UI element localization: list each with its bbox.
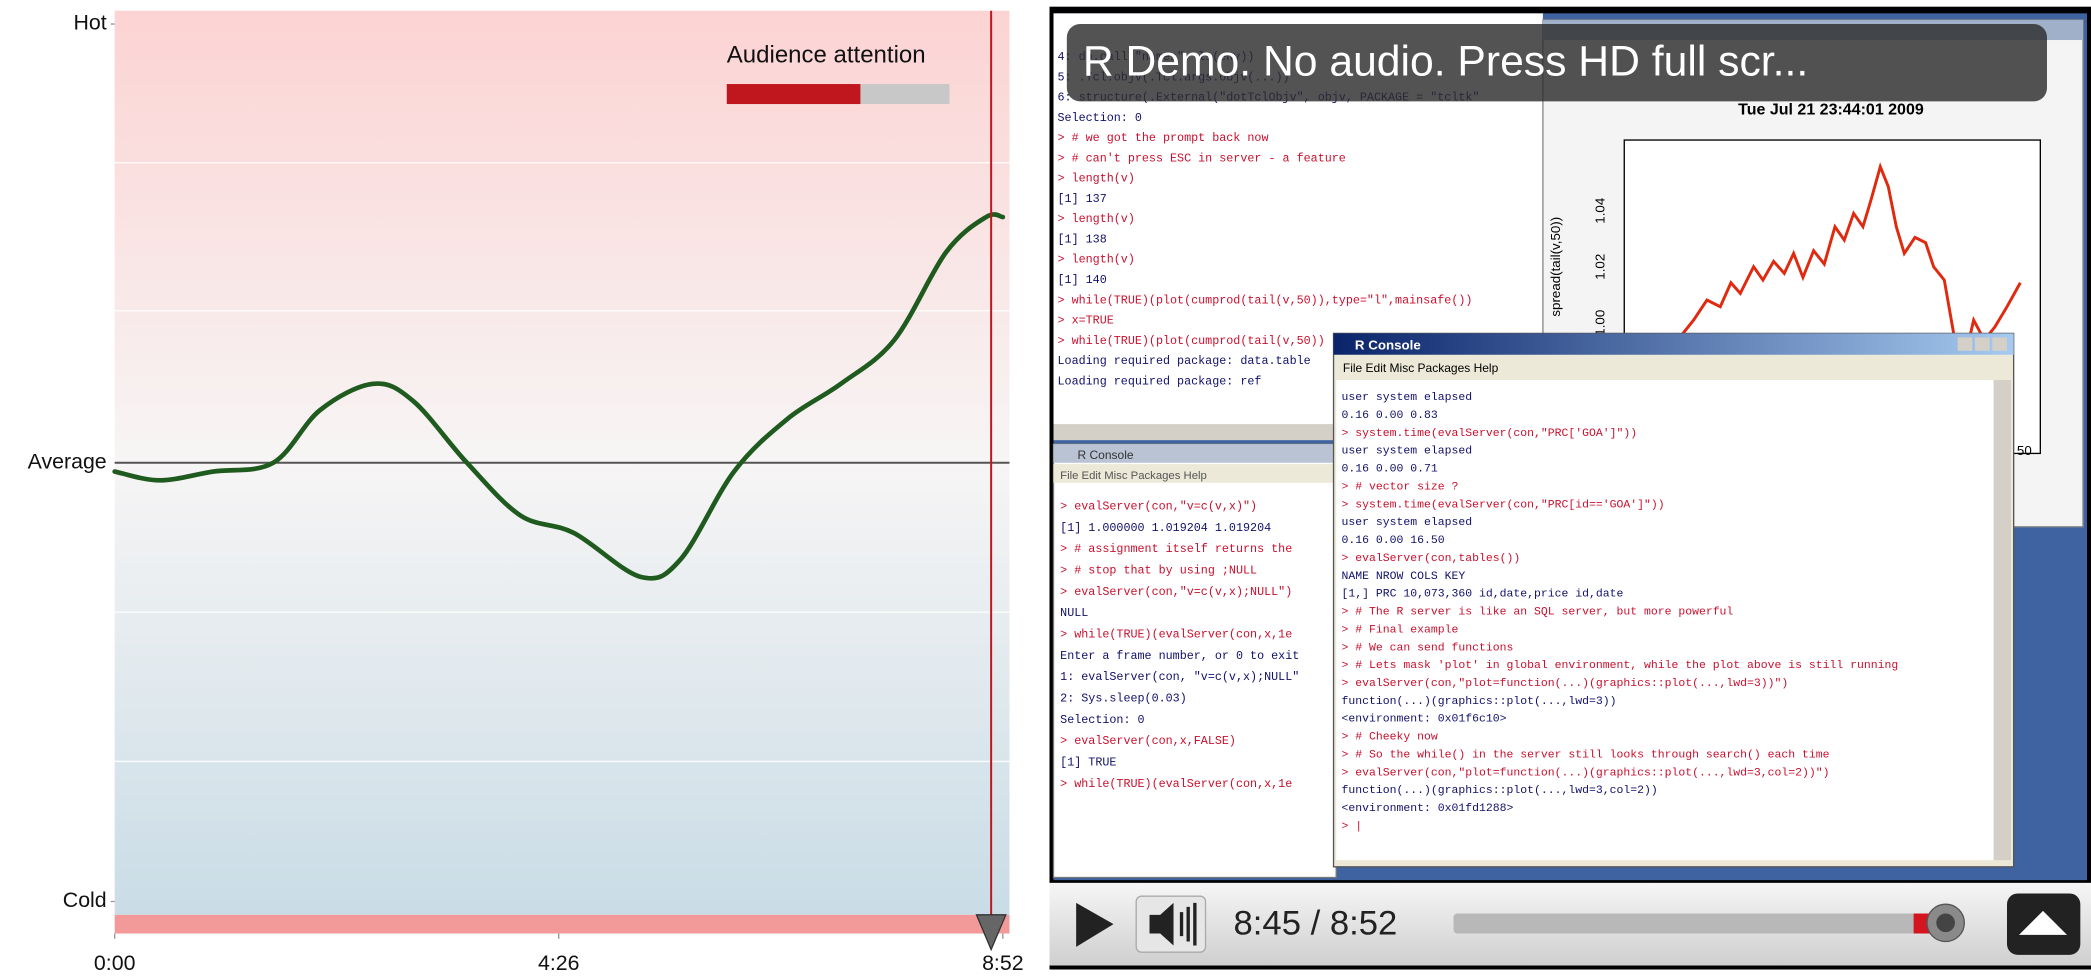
- console-line: user system elapsed: [1342, 445, 1473, 458]
- screenshot: Audience attention Cold Average Hot 0:00 4:2…: [0, 0, 2091, 977]
- console-line: Loading required package: ref: [1058, 374, 1262, 388]
- console-line: > evalServer(con,"v=c(v,x);NULL"): [1060, 585, 1292, 599]
- console-line: > while(TRUE)(evalServer(con,x,1e: [1060, 777, 1292, 791]
- console-line: > |: [1342, 820, 1363, 833]
- console-line: [1] 1.000000 1.019204 1.019204: [1060, 521, 1271, 535]
- x-tick-label: 0:00: [94, 951, 136, 975]
- console-line: user system elapsed: [1342, 516, 1473, 529]
- plot-y-label: 1.04: [1592, 197, 1607, 224]
- console-line: > evalServer(con,tables()): [1342, 552, 1521, 565]
- window-title: R Console: [1078, 448, 1134, 462]
- plot-y-label: 1.02: [1592, 254, 1607, 280]
- console-line: > x=TRUE: [1058, 314, 1114, 328]
- console-line: > # Lets mask 'plot' in global environme…: [1342, 659, 1899, 672]
- console-line: Selection: 0: [1058, 111, 1142, 125]
- console-line: > # We can send functions: [1342, 641, 1514, 654]
- time-display: 8:45 / 8:52: [1234, 905, 1398, 943]
- plot-y-axis-label: spread(tail(v,50)): [1548, 217, 1563, 317]
- volume-button[interactable]: [1136, 896, 1205, 952]
- console-line: > evalServer(con,"plot=function(...)(gra…: [1342, 677, 1789, 690]
- plot-y-label: 1.00: [1592, 310, 1607, 336]
- y-tick-label: Hot: [73, 11, 106, 35]
- console-line: NAME NROW COLS KEY: [1342, 570, 1466, 583]
- play-button[interactable]: [1060, 893, 1127, 954]
- window-title: R Console: [1355, 337, 1421, 352]
- scrollbar[interactable]: [1994, 380, 2011, 860]
- window-titlebar: [1334, 333, 2014, 354]
- progress-knob-center: [1936, 914, 1955, 933]
- console-line: > # we got the prompt back now: [1058, 131, 1269, 145]
- console-line: Selection: 0: [1060, 713, 1144, 727]
- page-body: Audience attention Cold Average Hot 0:00 4:2…: [0, 0, 2091, 977]
- video-player: 4: do.call("names", ls(env))5: .Tcl.objv…: [1050, 7, 2091, 970]
- menu: File Edit Misc Packages Help: [1060, 470, 1207, 482]
- console-line: > length(v): [1058, 253, 1135, 267]
- console-line: Enter a frame number, or 0 to exit: [1060, 649, 1299, 663]
- y-tick-label: Cold: [63, 888, 107, 912]
- video-title[interactable]: R Demo. No audio. Press HD full scr...: [1083, 37, 1808, 85]
- window-button[interactable]: [1975, 337, 1990, 350]
- console-line: > while(TRUE)(plot(cumprod(tail(v,50)): [1058, 334, 1325, 348]
- plot-y-labels: 1.04 1.02 1.00: [1592, 197, 1607, 336]
- console-line: > system.time(evalServer(con,"PRC[id=='G…: [1342, 498, 1665, 511]
- console-line: Loading required package: data.table: [1058, 354, 1311, 368]
- console-line: [1,] PRC 10,073,360 id,date,price id,dat…: [1342, 588, 1624, 601]
- fullscreen-button[interactable]: [2007, 893, 2080, 954]
- x-tick-label: 8:52: [982, 951, 1024, 975]
- window-button[interactable]: [1992, 337, 2007, 350]
- console-line: [1] TRUE: [1060, 755, 1116, 769]
- console-line: > # assignment itself returns the: [1060, 542, 1292, 556]
- console-line: NULL: [1060, 606, 1088, 620]
- console-line: > # So the while() in the server still l…: [1342, 748, 1830, 761]
- console-line: > evalServer(con,"plot=function(...)(gra…: [1342, 766, 1830, 779]
- console-line: > evalServer(con,"v=c(v,x)"): [1060, 499, 1257, 513]
- console-line: [1] 140: [1058, 273, 1107, 287]
- menu: File Edit Misc Packages Help: [1343, 361, 1499, 375]
- y-tick-label: Average: [28, 449, 107, 473]
- console-line: [1] 138: [1058, 232, 1107, 246]
- console-line: user system elapsed: [1342, 391, 1473, 404]
- console-line: > while(TRUE)(plot(cumprod(tail(v,50)),t…: [1058, 293, 1473, 307]
- attention-meter: [727, 84, 861, 104]
- console-line: [1] 137: [1058, 192, 1107, 206]
- console-line: function(...)(graphics::plot(...,lwd=3,c…: [1342, 784, 1658, 797]
- console-line: 2: Sys.sleep(0.03): [1060, 691, 1187, 705]
- console-line: <environment: 0x01fd1288>: [1342, 802, 1514, 815]
- console-line: > length(v): [1058, 212, 1135, 226]
- console-line: > system.time(evalServer(con,"PRC['GOA']…: [1342, 427, 1638, 440]
- timeline-bar: [115, 915, 1010, 934]
- plot-title: Tue Jul 21 23:44:01 2009: [1738, 102, 1924, 119]
- page: Audience attention and video player {"ch…: [0, 0, 2091, 977]
- window-button[interactable]: [1958, 337, 1973, 350]
- console-line: > # The R server is like an SQL server, …: [1342, 606, 1734, 619]
- console-line: > # stop that by using ;NULL: [1060, 563, 1257, 577]
- console-line: > # Final example: [1342, 623, 1459, 636]
- console-line: > # Cheeky now: [1342, 731, 1438, 744]
- console-line: 0.16 0.00 0.71: [1342, 463, 1438, 476]
- console-line: 1: evalServer(con, "v=c(v,x);NULL": [1060, 670, 1299, 684]
- console-line: > while(TRUE)(evalServer(con,x,1e: [1060, 627, 1292, 641]
- console-line: <environment: 0x01f6c10>: [1342, 713, 1507, 726]
- console-line: 0.16 0.00 16.50: [1342, 534, 1445, 547]
- plot-x-label: 50: [2017, 443, 2032, 458]
- console-line: > # vector size ?: [1342, 480, 1459, 493]
- console-line: function(...)(graphics::plot(...,lwd=3)): [1342, 695, 1617, 708]
- console-line: > length(v): [1058, 172, 1135, 186]
- legend-title: Audience attention: [727, 42, 926, 69]
- console-line: 0.16 0.00 0.83: [1342, 409, 1438, 422]
- attention-chart: Audience attention Cold Average Hot 0:00 4:2…: [28, 11, 1024, 975]
- progress-played: [1454, 914, 1954, 934]
- x-tick-label: 4:26: [538, 951, 580, 975]
- console-line: > evalServer(con,x,FALSE): [1060, 734, 1236, 748]
- console-line: > # can't press ESC in server - a featur…: [1058, 151, 1346, 165]
